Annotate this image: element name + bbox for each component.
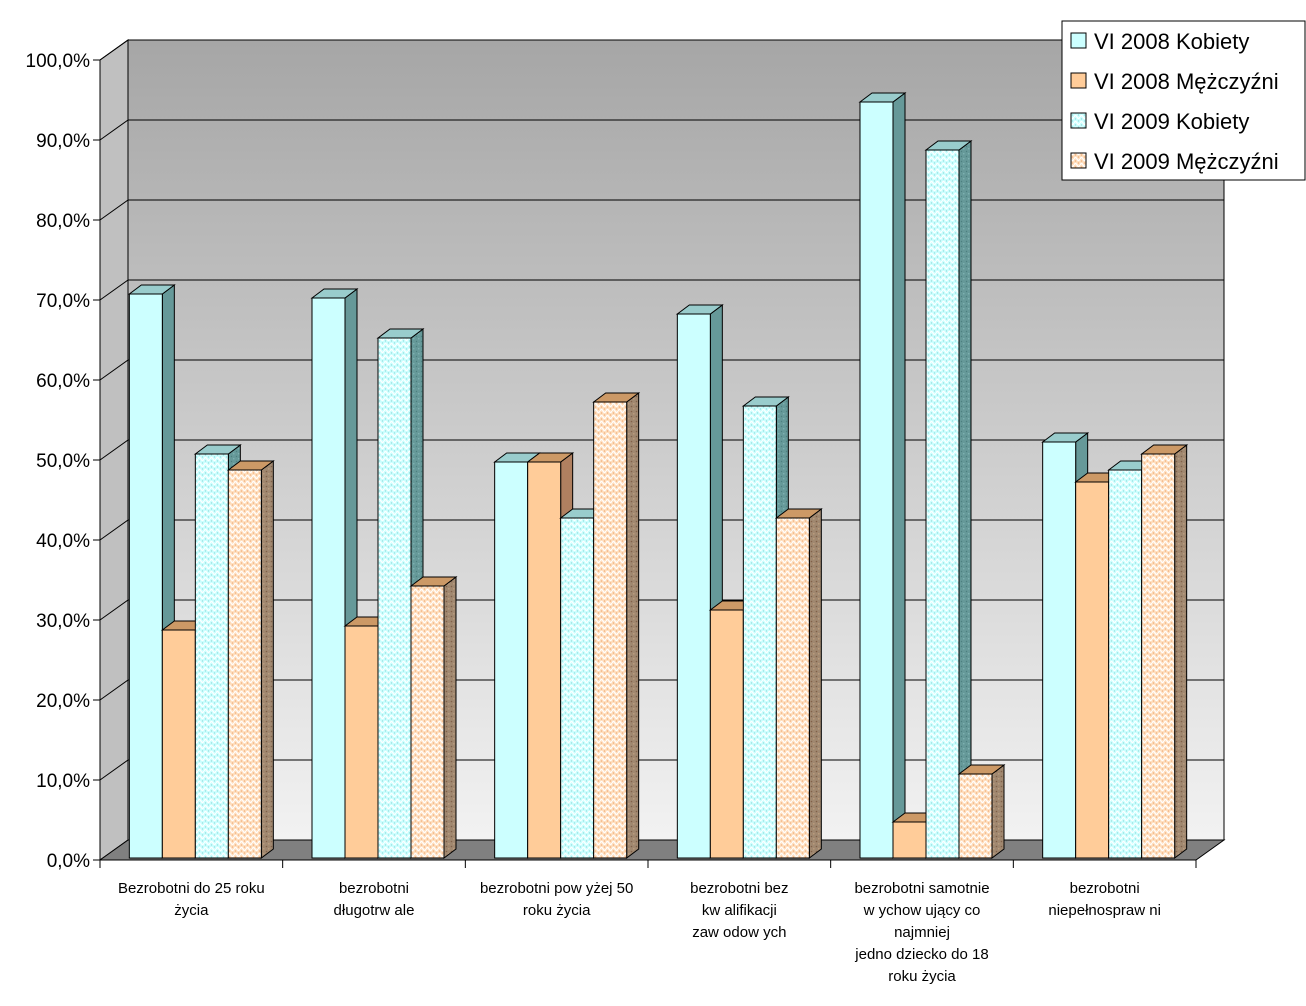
category-label: Bezrobotni do 25 roku życia [118, 880, 265, 919]
bar [959, 765, 1004, 858]
y-tick-label: 20,0% [36, 691, 90, 712]
bar [860, 93, 905, 858]
bar-front [959, 774, 992, 858]
bar-side [261, 461, 273, 858]
category-label: bezrobotni bez kw alifikacji zaw odow ych [690, 880, 788, 941]
category-label-line: niepełnospraw ni [1048, 902, 1161, 919]
bar-front [312, 298, 345, 858]
bar-side [809, 509, 821, 858]
legend-label: VI 2008 Kobiety [1094, 29, 1249, 54]
bar-front [1043, 442, 1076, 858]
category-label-line: roku życia [888, 968, 956, 985]
bar-front [594, 402, 627, 858]
category-label-line: najmniej [894, 924, 950, 941]
legend-label: VI 2009 Kobiety [1094, 109, 1249, 134]
category-label: bezrobotni samotnie w ychow ujący co najmn… [854, 880, 989, 985]
y-tick-label: 30,0% [36, 611, 90, 632]
bar-front [228, 470, 261, 858]
bar [228, 461, 273, 858]
bar-front [378, 338, 411, 858]
y-tick-label: 100,0% [26, 51, 91, 72]
y-tick-label: 80,0% [36, 211, 90, 232]
bar-front [495, 462, 528, 858]
y-tick-label: 0,0% [47, 851, 90, 872]
bar [926, 141, 971, 858]
category-label-line: bezrobotni samotnie [854, 880, 989, 897]
bar-front [860, 102, 893, 858]
category-label-line: bezrobotni pow yżej 50 [480, 880, 633, 897]
bar-side [444, 577, 456, 858]
y-tick-label: 50,0% [36, 451, 90, 472]
bar-side [627, 393, 639, 858]
y-tick-label: 90,0% [36, 131, 90, 152]
category-label: bezrobotni długotrw ale [334, 880, 415, 919]
bar-side [893, 93, 905, 858]
category-label-line: bezrobotni [339, 880, 409, 897]
bar-side [959, 141, 971, 858]
y-tick-label: 70,0% [36, 291, 90, 312]
bar-front [926, 150, 959, 858]
bar-front [561, 518, 594, 858]
bar-front [411, 586, 444, 858]
y-tick-label: 40,0% [36, 531, 90, 552]
y-tick-label: 10,0% [36, 771, 90, 792]
bar-front [162, 630, 195, 858]
bar-front [776, 518, 809, 858]
legend-swatch [1071, 33, 1086, 48]
bar-front [1076, 482, 1109, 858]
category-label-line: długotrw ale [334, 902, 415, 919]
category-label-line: bezrobotni [1070, 880, 1140, 897]
category-label-line: zaw odow ych [692, 924, 786, 941]
category-label-line: w ychow ujący co [863, 902, 981, 919]
bar-front [743, 406, 776, 858]
bar-front [195, 454, 228, 858]
category-label-line: Bezrobotni do 25 roku [118, 880, 265, 897]
legend-label: VI 2009 Mężczyźni [1094, 149, 1279, 174]
bar-front [345, 626, 378, 858]
category-label-line: życia [174, 902, 209, 919]
bar [776, 509, 821, 858]
bar-front [528, 462, 561, 858]
bar [1142, 445, 1187, 858]
bar [411, 577, 456, 858]
bar [594, 393, 639, 858]
bar-side [1175, 445, 1187, 858]
bar-front [893, 822, 926, 858]
category-label-line: jedno dziecko do 18 [854, 946, 988, 963]
bar-front [129, 294, 162, 858]
legend-swatch [1071, 113, 1086, 128]
category-label: bezrobotni niepełnospraw ni [1048, 880, 1161, 919]
bar-front [1109, 470, 1142, 858]
category-label: bezrobotni pow yżej 50 roku życia [480, 880, 633, 919]
bar-front [710, 610, 743, 858]
category-label-line: roku życia [523, 902, 591, 919]
bar-front [1142, 454, 1175, 858]
category-label-line: bezrobotni bez [690, 880, 788, 897]
legend-swatch [1071, 153, 1086, 168]
bar-front [677, 314, 710, 858]
category-label-line: kw alifikacji [702, 902, 777, 919]
bar-side [992, 765, 1004, 858]
legend-label: VI 2008 Mężczyźni [1094, 69, 1279, 94]
y-tick-label: 60,0% [36, 371, 90, 392]
legend-swatch [1071, 73, 1086, 88]
